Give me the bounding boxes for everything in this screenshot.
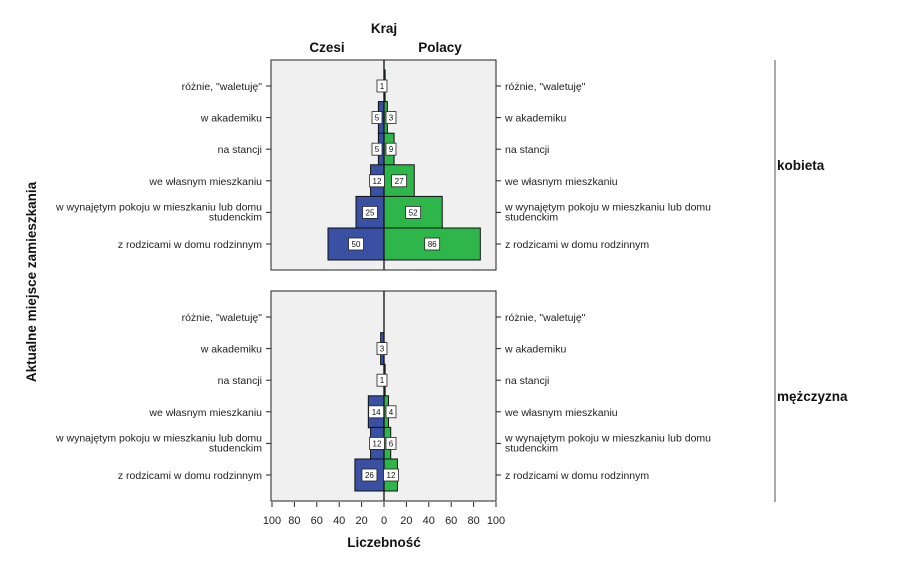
- panel-2-data-label-czesi-2-box: [376, 342, 388, 356]
- panel-2-data-label-czesi-2: 3: [380, 345, 385, 354]
- panel-1-data-label-polacy-6: 86: [428, 240, 437, 249]
- panel-1-data-label-czesi-4: 12: [373, 177, 382, 186]
- panel-1-data-label-polacy-1-box: [376, 79, 388, 93]
- panel-1-data-label-polacy-5-box: [405, 205, 422, 219]
- column-header-czesi: Czesi: [309, 40, 344, 55]
- panel-1-data-label-czesi-2: 5: [375, 114, 380, 123]
- panel-2-left-category-5-line-1: w wynajętym pokoju w mieszkaniu lub domu: [55, 432, 262, 444]
- panel-1-data-label-czesi-5: 25: [366, 208, 375, 217]
- panel-1-left-category-2: w akademiku: [200, 113, 262, 125]
- panel-2-left-category-6: z rodzicami w domu rodzinnym: [118, 470, 262, 482]
- panel-2-left-category-3: na stancji: [218, 375, 262, 387]
- panel-1-left-category-1: różnie, "waletuję": [182, 81, 263, 93]
- panel-1-right-category-5-line-1: w wynajętym pokoju w mieszkaniu lub domu: [504, 201, 711, 213]
- x-tick-label-1: 100: [263, 515, 281, 527]
- panel-2-right-category-2: w akademiku: [504, 344, 566, 356]
- panel-1-data-label-polacy-3: 9: [389, 145, 394, 154]
- panel-2-data-label-czesi-6: 26: [365, 471, 374, 480]
- panel-1-left-category-3: na stancji: [218, 144, 262, 156]
- panel-1-label: kobieta: [777, 158, 825, 173]
- x-tick-label-9: 60: [445, 515, 457, 527]
- panel-2-right-category-6: z rodzicami w domu rodzinnym: [505, 470, 649, 482]
- panel-1-data-label-czesi-3-box: [371, 142, 383, 156]
- panel-2-data-label-polacy-4-box: [385, 405, 397, 419]
- x-tick-label-7: 20: [400, 515, 412, 527]
- panel-2-data-label-polacy-5-box: [385, 436, 397, 450]
- panel-1-data-label-czesi-5-box: [362, 205, 378, 219]
- panel-1-left-category-5-line-2: studenckim: [209, 211, 262, 223]
- panel-2-data-label-czesi-5: 12: [373, 439, 382, 448]
- panel-2-data-label-polacy-3: 1: [380, 376, 385, 385]
- panel-2-left-category-2: w akademiku: [200, 344, 262, 356]
- panel-2-right-category-4: we własnym mieszkaniu: [504, 407, 618, 419]
- chart-title: Kraj: [371, 21, 397, 36]
- column-header-polacy: Polacy: [418, 40, 462, 55]
- panel-2-data-label-czesi-6-box: [361, 468, 378, 482]
- panel-2-label: mężczyzna: [777, 389, 848, 404]
- panel-1-data-label-czesi-2-box: [371, 111, 383, 124]
- panel-1-data-label-polacy-3-box: [385, 142, 397, 156]
- panel-1-data-label-czesi-6: 50: [352, 240, 361, 249]
- panel-1-data-label-polacy-4: 27: [395, 177, 404, 186]
- x-tick-label-5: 20: [355, 515, 367, 527]
- panel-2-data-label-polacy-4: 4: [389, 408, 394, 417]
- panel-1-right-category-2: w akademiku: [504, 113, 566, 125]
- panel-2-data-label-czesi-4-box: [368, 405, 385, 419]
- panel-1-data-label-polacy-4-box: [391, 174, 408, 188]
- x-tick-label-6: 0: [381, 515, 387, 527]
- panel-1-data-label-polacy-1: 1: [380, 82, 385, 91]
- x-tick-label-10: 80: [467, 515, 479, 527]
- x-tick-label-3: 60: [311, 515, 323, 527]
- panel-1-data-label-czesi-4-box: [369, 174, 385, 188]
- y-axis-title: Aktualne miejsce zamieszkania: [24, 181, 39, 382]
- panel-1-data-label-czesi-6-box: [348, 237, 364, 251]
- panel-2-left-category-5-line-2: studenckim: [209, 442, 262, 454]
- panel-2-right-category-1: różnie, "waletuję": [505, 312, 586, 324]
- panel-2-left-category-4: we własnym mieszkaniu: [148, 407, 262, 419]
- panel-1-data-label-polacy-5: 52: [409, 208, 418, 217]
- panel-1-right-category-6: z rodzicami w domu rodzinnym: [505, 239, 649, 251]
- x-tick-label-8: 40: [423, 515, 435, 527]
- x-tick-label-2: 80: [288, 515, 300, 527]
- panel-2-data-label-polacy-6: 12: [387, 471, 396, 480]
- panel-1-right-category-3: na stancji: [505, 144, 549, 156]
- panel-1-data-label-polacy-6-box: [424, 237, 441, 251]
- panel-1-right-category-4: we własnym mieszkaniu: [504, 176, 618, 188]
- panel-1-data-label-polacy-2: 3: [389, 114, 394, 123]
- panel-2-right-category-3: na stancji: [505, 375, 549, 387]
- panel-1-right-category-1: różnie, "waletuję": [505, 81, 586, 93]
- panel-1-left-category-5-line-1: w wynajętym pokoju w mieszkaniu lub domu: [55, 201, 262, 213]
- panel-2-data-label-czesi-4: 14: [372, 408, 381, 417]
- x-tick-label-11: 100: [487, 515, 505, 527]
- panel-2-left-category-1: różnie, "waletuję": [182, 312, 263, 324]
- panel-2-data-label-czesi-5-box: [369, 436, 385, 450]
- panel-2-data-label-polacy-5: 6: [389, 439, 394, 448]
- panel-2-right-category-5-line-1: w wynajętym pokoju w mieszkaniu lub domu: [504, 432, 711, 444]
- panel-1-right-category-5-line-2: studenckim: [505, 211, 558, 223]
- x-axis-title: Liczebność: [347, 535, 421, 550]
- panel-1-data-label-czesi-3: 5: [375, 145, 380, 154]
- panel-2-data-label-polacy-3-box: [376, 373, 388, 387]
- panel-1-data-label-polacy-2-box: [385, 111, 397, 124]
- x-tick-label-4: 40: [333, 515, 345, 527]
- panel-1-left-category-4: we własnym mieszkaniu: [148, 176, 262, 188]
- panel-1-left-category-6: z rodzicami w domu rodzinnym: [118, 239, 262, 251]
- panel-2-right-category-5-line-2: studenckim: [505, 442, 558, 454]
- panel-2-data-label-polacy-6-box: [383, 468, 399, 482]
